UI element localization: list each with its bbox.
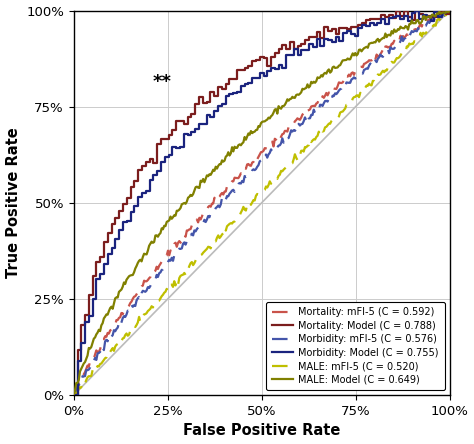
Text: **: ** xyxy=(153,73,172,91)
Legend: Mortality: mFI-5 (C = 0.592), Mortality: Model (C = 0.788), Morbidity: mFI-5 (C : Mortality: mFI-5 (C = 0.592), Mortality:… xyxy=(266,301,445,390)
Y-axis label: True Positive Rate: True Positive Rate xyxy=(6,127,20,278)
X-axis label: False Positive Rate: False Positive Rate xyxy=(183,424,340,438)
